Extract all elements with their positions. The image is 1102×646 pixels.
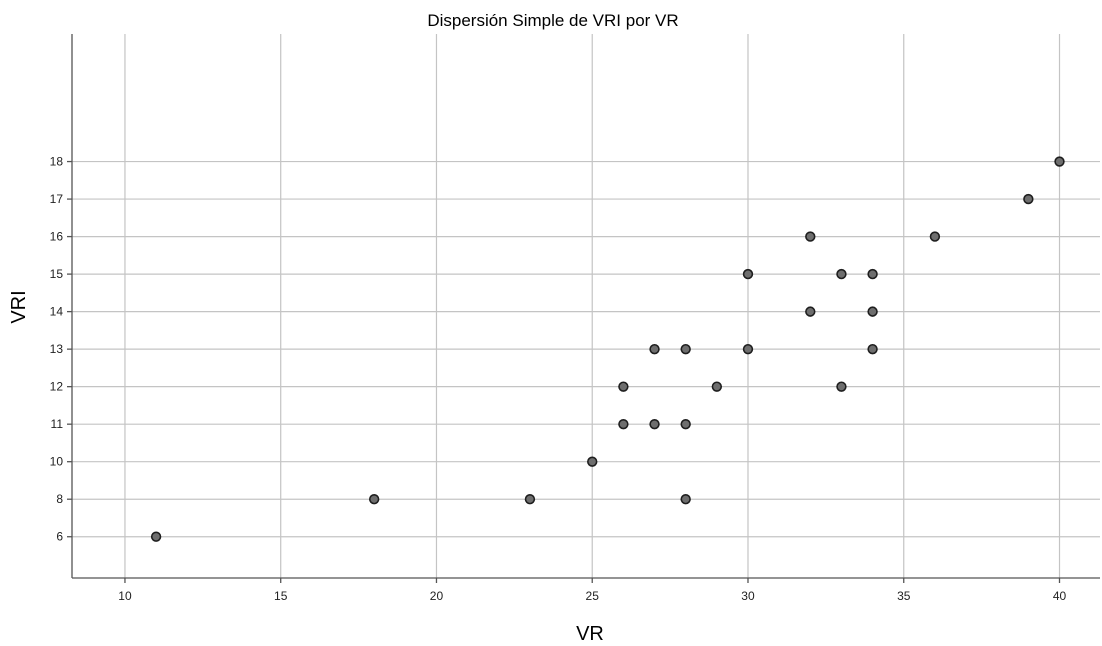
y-tick-label: 13 xyxy=(50,342,64,356)
data-point xyxy=(742,343,754,355)
data-point xyxy=(368,494,380,505)
grid-layer xyxy=(67,34,1100,583)
y-tick-label: 16 xyxy=(50,230,64,244)
y-tick-label: 10 xyxy=(50,455,64,469)
y-tick-label: 12 xyxy=(50,380,64,394)
y-tick-label: 11 xyxy=(51,417,64,431)
data-points xyxy=(150,156,1065,542)
data-point xyxy=(1054,156,1065,167)
data-point xyxy=(711,381,723,392)
x-tick-label: 25 xyxy=(586,589,600,603)
y-axis-title: VRI xyxy=(8,290,30,323)
data-point xyxy=(680,494,691,505)
y-tick-label: 6 xyxy=(56,530,63,544)
data-point xyxy=(805,231,816,242)
data-point xyxy=(836,268,847,280)
data-point xyxy=(680,418,691,430)
data-point xyxy=(618,381,629,392)
data-point xyxy=(1023,193,1034,205)
data-point xyxy=(929,231,941,242)
data-point xyxy=(867,268,878,280)
data-point xyxy=(587,456,598,467)
data-point xyxy=(867,306,878,317)
data-point xyxy=(150,531,162,542)
x-tick-label: 15 xyxy=(274,589,288,603)
y-tick-label: 15 xyxy=(50,267,64,281)
data-point xyxy=(805,306,816,317)
x-tick-labels: 10 15 20 25 30 35 40 xyxy=(118,589,1066,603)
x-tick-label: 30 xyxy=(741,589,755,603)
data-point xyxy=(649,418,660,430)
data-point xyxy=(742,268,754,280)
y-tick-label: 18 xyxy=(50,155,64,169)
chart-title: Dispersión Simple de VRI por VR xyxy=(427,11,678,30)
x-axis-title: VR xyxy=(576,623,604,645)
y-tick-label: 8 xyxy=(56,492,63,506)
y-tick-labels: 6 8 10 11 12 13 14 15 16 17 18 xyxy=(50,155,64,544)
y-tick-label: 17 xyxy=(50,192,64,206)
data-point xyxy=(618,418,629,430)
data-point xyxy=(867,343,878,355)
x-tick-label: 20 xyxy=(430,589,444,603)
x-tick-label: 10 xyxy=(118,589,132,603)
data-point xyxy=(836,381,847,392)
data-point xyxy=(524,494,536,505)
y-tick-label: 14 xyxy=(50,305,64,319)
data-point xyxy=(649,343,660,355)
axes-layer xyxy=(71,34,1100,579)
data-point xyxy=(680,343,691,355)
x-tick-label: 35 xyxy=(897,589,911,603)
x-tick-label: 40 xyxy=(1053,589,1067,603)
